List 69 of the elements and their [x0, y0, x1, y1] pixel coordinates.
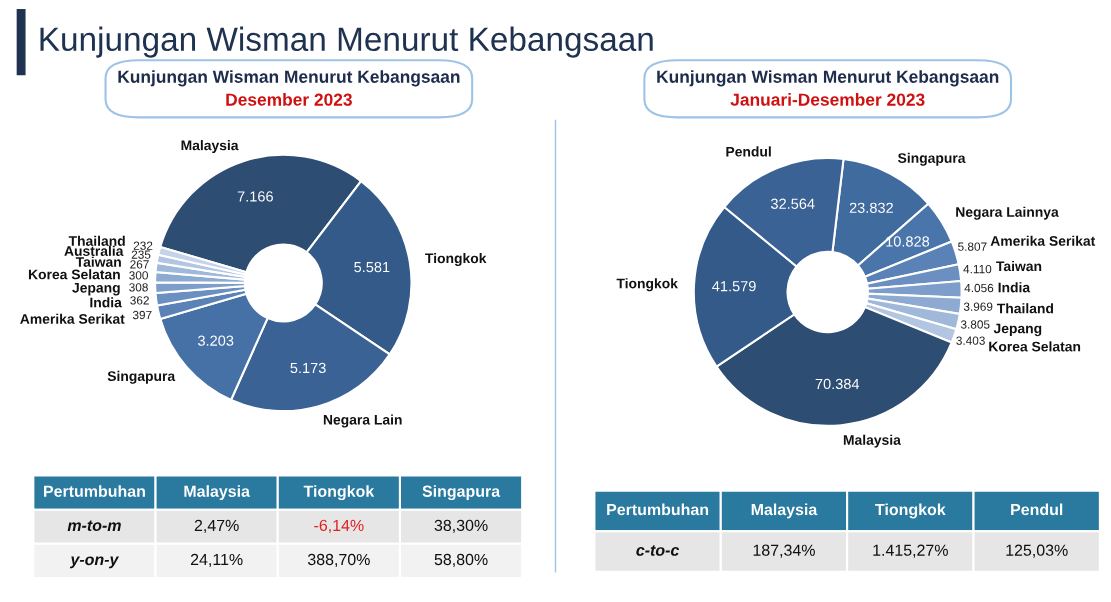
- text: Pertumbuhan: [607, 503, 709, 516]
- text: 1.415,27%: [873, 544, 948, 558]
- slice-label: Thailand: [68, 235, 125, 246]
- text: -6,14%: [314, 519, 364, 533]
- data-label: 3.969: [963, 302, 993, 311]
- text: 24,11%: [190, 553, 243, 568]
- data-label: 235: [131, 250, 151, 259]
- slice-label: Jepang: [993, 323, 1042, 337]
- text: 2,47%: [194, 519, 239, 533]
- slice-label: India: [998, 282, 1031, 293]
- data-label: 4.056: [964, 283, 994, 293]
- text: 58,80%: [434, 553, 488, 568]
- text: Singapura: [422, 485, 501, 501]
- text: Pendul: [1011, 503, 1063, 516]
- text: Pertumbuhan: [44, 485, 145, 497]
- data-label: 23.832: [849, 202, 893, 213]
- slice-label: Thailand: [996, 303, 1053, 314]
- slice-label: Taiwan: [75, 256, 121, 267]
- text: Tiongkok: [303, 485, 375, 501]
- slice-label: Australia: [64, 245, 124, 256]
- data-label: 5.173: [290, 362, 326, 374]
- chart-subtitle: Januari-Desember 2023: [730, 93, 925, 106]
- data-label: 362: [130, 296, 149, 305]
- data-label: 10.828: [886, 236, 930, 247]
- text: Malaysia: [751, 503, 818, 519]
- text: 187,34%: [753, 544, 815, 558]
- slice-label: Korea Selatan: [28, 269, 120, 280]
- slice-label: Malaysia: [181, 140, 239, 153]
- data-label: 32.564: [770, 198, 815, 209]
- chart-title: Kunjungan Wisman Menurut Kebangsaan: [657, 70, 999, 87]
- slice-label: Negara Lainnya: [956, 206, 1059, 220]
- data-label: 3.403: [956, 336, 985, 345]
- data-label: 3.203: [198, 335, 234, 346]
- data-label: 267: [130, 260, 149, 269]
- data-label: 7.166: [237, 191, 273, 202]
- data-label: 232: [133, 241, 153, 250]
- slice-label: Malaysia: [843, 434, 901, 448]
- text: c-to-c: [636, 545, 680, 556]
- slice-label: Tiongkok: [425, 253, 487, 267]
- data-label: 300: [129, 271, 148, 280]
- slice-label: India: [90, 297, 122, 308]
- text: Malaysia: [184, 485, 251, 501]
- slice-label: Singapura: [897, 152, 966, 166]
- data-label: 3.805: [960, 320, 990, 329]
- data-label: 70.384: [815, 378, 860, 390]
- data-label: 397: [132, 310, 152, 320]
- text: m-to-m: [67, 520, 121, 532]
- slice-label: Korea Selatan: [989, 341, 1081, 352]
- data-label: 308: [129, 283, 148, 292]
- slice-label: Jepang: [72, 282, 120, 296]
- slice-label: Tiongkok: [616, 278, 678, 292]
- text: 125,03%: [1006, 544, 1068, 558]
- slice-label: Taiwan: [996, 260, 1042, 272]
- text: y-on-y: [69, 556, 120, 569]
- slice-label: Singapura: [107, 370, 176, 384]
- text: Tiongkok: [875, 503, 946, 519]
- text: Kunjungan Wisman Menurut Kebangsaan: [40, 26, 653, 58]
- text: 388,70%: [307, 553, 370, 568]
- data-label: 4.110: [963, 264, 992, 274]
- data-label: 41.579: [712, 281, 756, 292]
- slice-label: Negara Lain: [323, 414, 402, 428]
- slice-label: Pendul: [726, 146, 771, 157]
- chart-title: Kunjungan Wisman Menurut Kebangsaan: [118, 70, 460, 87]
- slice-label: Amerika Serikat: [20, 313, 125, 324]
- text: 38,30%: [434, 519, 488, 533]
- data-label: 5.807: [958, 242, 987, 251]
- slice-label: Amerika Serikat: [990, 235, 1096, 246]
- chart-subtitle: Desember 2023: [226, 93, 352, 106]
- data-label: 5.581: [354, 261, 390, 273]
